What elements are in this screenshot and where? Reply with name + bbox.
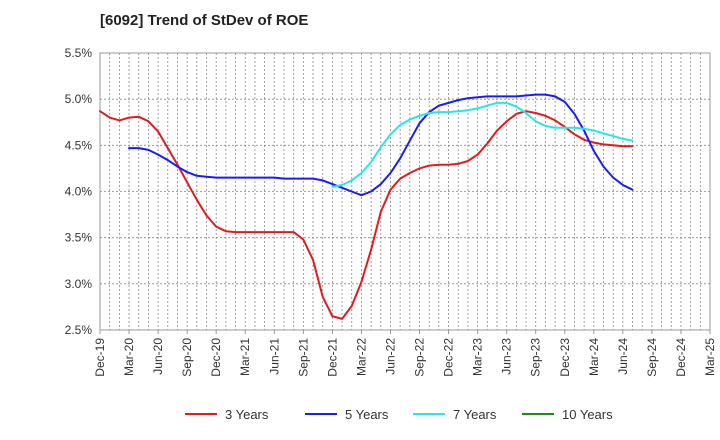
y-tick-label: 4.0% [65, 185, 93, 199]
x-tick-label: Jun-20 [151, 338, 165, 375]
legend-label-7-years: 7 Years [453, 407, 497, 422]
x-tick-label: Dec-19 [93, 338, 107, 377]
legend-label-3-years: 3 Years [225, 407, 269, 422]
y-tick-label: 5.0% [65, 92, 93, 106]
x-tick-label: Mar-20 [122, 338, 136, 376]
legend-label-10-years: 10 Years [562, 407, 613, 422]
series-line-5-years [128, 93, 634, 197]
series-line-7-years [331, 101, 634, 188]
y-tick-label: 2.5% [65, 323, 93, 337]
y-tick-label: 3.0% [65, 277, 93, 291]
x-tick-label: Sep-20 [180, 338, 194, 377]
x-tick-label: Mar-21 [238, 338, 252, 376]
chart-title: [6092] Trend of StDev of ROE [100, 12, 309, 29]
y-tick-label: 3.5% [65, 231, 93, 245]
x-axis: Dec-19 Mar-20 Jun-20 Sep-20 Dec-20 Mar-21 Jun-… [93, 330, 717, 377]
x-tick-label: Dec-22 [442, 338, 456, 377]
y-axis: 2.5% 3.0% 3.5% 4.0% 4.5% 5.0% 5.5% [65, 46, 93, 337]
x-tick-label: Sep-21 [296, 338, 310, 377]
y-tick-label: 5.5% [65, 46, 93, 60]
x-tick-label: Mar-23 [471, 338, 485, 376]
x-tick-label: Sep-24 [645, 338, 659, 377]
x-tick-label: Jun-23 [500, 338, 514, 375]
x-tick-label: Dec-21 [325, 338, 339, 377]
legend-label-5-years: 5 Years [345, 407, 389, 422]
x-tick-label: Dec-20 [209, 338, 223, 377]
series-layer [99, 93, 634, 320]
y-tick-label: 4.5% [65, 138, 93, 152]
x-tick-label: Dec-23 [558, 338, 572, 377]
x-tick-label: Jun-24 [616, 338, 630, 375]
x-tick-label: Dec-24 [674, 338, 688, 377]
x-tick-label: Sep-23 [529, 338, 543, 377]
x-tick-label: Jun-22 [383, 338, 397, 375]
x-tick-label: Jun-21 [267, 338, 281, 375]
legend: 3 Years 5 Years 7 Years 10 Years [185, 407, 613, 422]
x-tick-label: Mar-25 [703, 338, 717, 376]
x-tick-label: Mar-22 [354, 338, 368, 376]
x-tick-label: Sep-22 [413, 338, 427, 377]
series-line-3-years [99, 110, 634, 320]
x-tick-label: Mar-24 [587, 338, 601, 376]
